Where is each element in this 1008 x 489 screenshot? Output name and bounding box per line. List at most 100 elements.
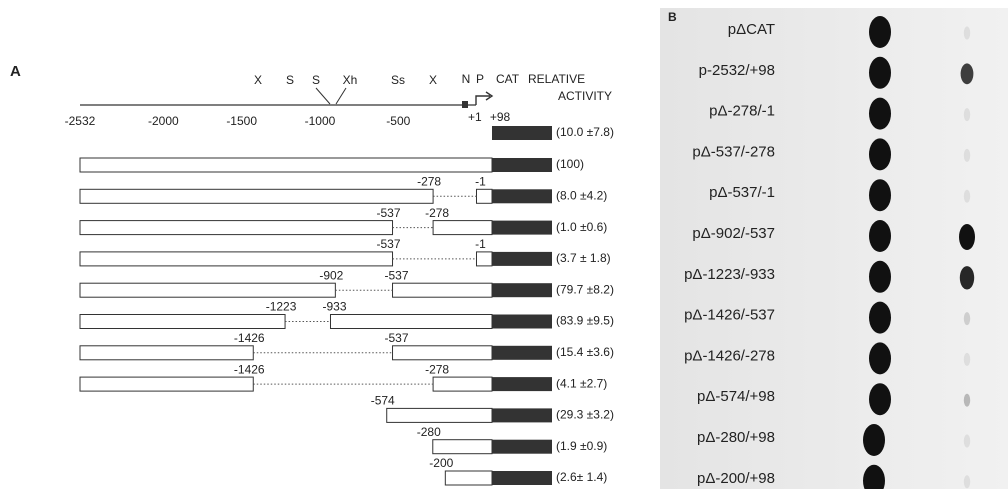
- panel-label: A: [10, 63, 21, 80]
- clone-label: pΔ-278/-1: [709, 103, 775, 120]
- acetylated-spot: [964, 190, 970, 203]
- deletion-label: -537: [385, 268, 409, 282]
- clone-label: pΔ-280/+98: [697, 429, 775, 446]
- activity: (1.9 ±0.9): [556, 439, 607, 453]
- deletion-label: -1: [475, 174, 486, 188]
- cat-gene: [492, 408, 552, 422]
- clone-label: pΔ-1426/-278: [684, 347, 775, 364]
- activity: (10.0 ±7.8): [556, 125, 614, 139]
- restriction-site: X: [429, 73, 437, 87]
- deletion-label: -200: [429, 456, 453, 470]
- acetylated-spot: [959, 224, 975, 250]
- cat-gene: [492, 126, 552, 140]
- cat-spot: [869, 302, 891, 334]
- promoter-segment: [80, 252, 393, 266]
- axis-tick-label: -500: [386, 114, 410, 128]
- cat-gene: [492, 221, 552, 235]
- restriction-site: P: [476, 72, 484, 86]
- deletion-label: -280: [417, 425, 441, 439]
- restriction-site: Xh: [343, 73, 358, 87]
- cat-spot: [869, 98, 891, 130]
- clone-label: pΔ-200/+98: [697, 470, 775, 487]
- deletion-label: -574: [371, 394, 395, 408]
- activity: (4.1 ±2.7): [556, 376, 607, 390]
- clone-label: pΔ-537/-1: [709, 184, 775, 201]
- cat-spot: [869, 16, 891, 48]
- promoter-segment: [393, 283, 492, 297]
- restriction-site: S: [286, 73, 294, 87]
- promoter-segment: [80, 158, 492, 172]
- transcription-arrow: [476, 92, 492, 105]
- promoter-segment: [80, 315, 285, 329]
- promoter-segment: [433, 221, 492, 235]
- promoter-segment: [80, 377, 253, 391]
- cat-spot: [869, 57, 891, 89]
- deletion-label: -537: [377, 237, 401, 251]
- activity: (100): [556, 157, 584, 171]
- activity: (15.4 ±3.6): [556, 345, 614, 359]
- panel-label: B: [668, 10, 677, 24]
- acetylated-spot: [964, 149, 970, 162]
- cat-gene: [492, 158, 552, 172]
- cat-gene: [492, 346, 552, 360]
- axis-tick-label: -1000: [305, 114, 336, 128]
- promoter-segment: [476, 189, 492, 203]
- clone-label: pΔ-574/+98: [697, 388, 775, 405]
- cat-spot: [869, 179, 891, 211]
- deletion-label: -537: [385, 331, 409, 345]
- figure: A B -2532-2000-1500-1000-500+1+98XSSXhSs…: [0, 0, 1008, 489]
- cat-spot: [863, 424, 885, 456]
- cat-gene: [492, 440, 552, 454]
- clone-label: pΔ-902/-537: [692, 225, 775, 242]
- axis-tick-label: -1500: [226, 114, 257, 128]
- acetylated-spot: [964, 435, 970, 448]
- acetylated-spot: [964, 475, 970, 488]
- deletion-label: -1223: [266, 300, 297, 314]
- cat-spot: [869, 383, 891, 415]
- promoter-segment: [433, 440, 492, 454]
- promoter-segment: [433, 377, 492, 391]
- restriction-site: Ss: [391, 73, 405, 87]
- header: RELATIVE: [528, 72, 585, 86]
- deletion-label: -902: [319, 268, 343, 282]
- activity: (29.3 ±3.2): [556, 408, 614, 422]
- deletion-label: -1426: [234, 331, 265, 345]
- promoter-box: [462, 101, 468, 108]
- promoter-segment: [80, 283, 335, 297]
- acetylated-spot: [960, 266, 974, 289]
- restriction-site: X: [254, 73, 262, 87]
- axis-tick-label: +1: [468, 110, 482, 124]
- deletion-label: -1426: [234, 362, 265, 376]
- clone-label: p-2532/+98: [699, 62, 775, 79]
- promoter-segment: [393, 346, 492, 360]
- promoter-segment: [476, 252, 492, 266]
- acetylated-spot: [964, 27, 970, 40]
- cat-gene: [492, 315, 552, 329]
- header: ACTIVITY: [558, 89, 612, 103]
- axis-tick-label: -2000: [148, 114, 179, 128]
- deletion-label: -278: [417, 174, 441, 188]
- deletion-label: -537: [377, 206, 401, 220]
- cat-gene: [492, 471, 552, 485]
- site-leaders: [316, 88, 346, 104]
- acetylated-spot: [964, 353, 970, 366]
- acetylated-spot: [961, 63, 974, 84]
- clone-label: pΔ-1426/-537: [684, 307, 775, 324]
- deletion-label: -1: [475, 237, 486, 251]
- clone-label: pΔ-537/-278: [692, 143, 775, 160]
- cat-gene: [492, 283, 552, 297]
- cat-gene: [492, 252, 552, 266]
- restriction-site: S: [312, 73, 320, 87]
- acetylated-spot: [964, 108, 970, 121]
- clone-label: pΔ-1223/-933: [684, 266, 775, 283]
- promoter-segment: [330, 315, 492, 329]
- deletion-label: -278: [425, 206, 449, 220]
- axis-tick-label: +98: [490, 110, 511, 124]
- restriction-site: N: [462, 72, 471, 86]
- acetylated-spot: [964, 312, 970, 325]
- activity: (2.6± 1.4): [556, 470, 607, 484]
- promoter-segment: [80, 221, 393, 235]
- film-background: [660, 8, 1008, 489]
- clone-label: pΔCAT: [728, 21, 775, 38]
- activity: (83.9 ±9.5): [556, 314, 614, 328]
